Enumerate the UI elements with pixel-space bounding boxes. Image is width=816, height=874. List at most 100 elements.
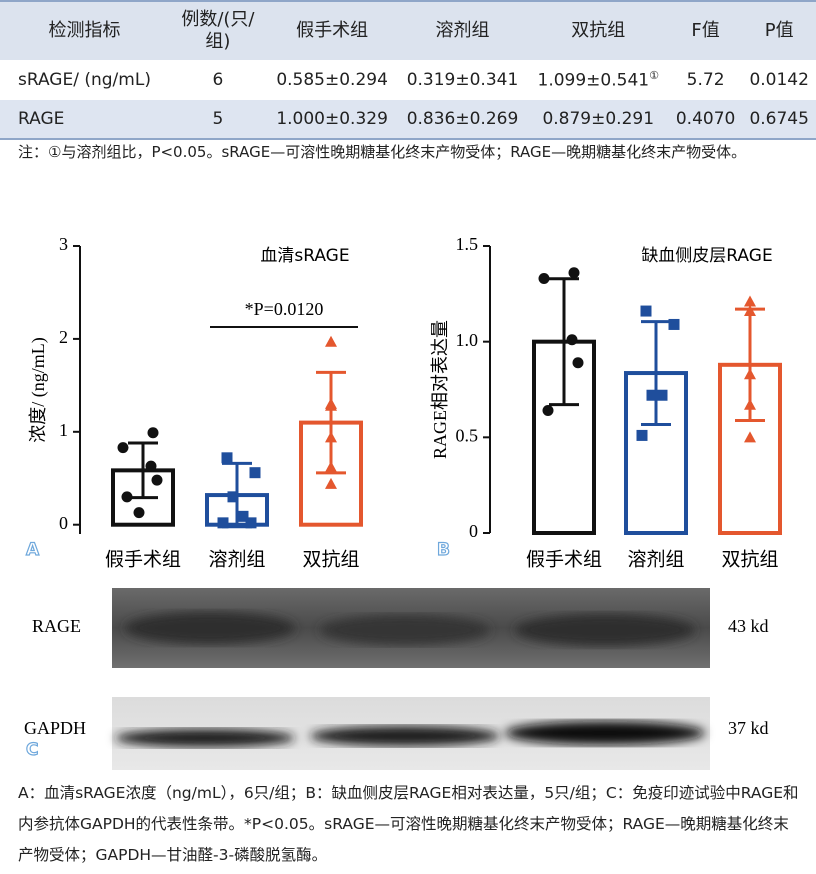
table-cell: 0.319±0.341 [397, 60, 528, 100]
western-blot: RAGE GAPDH 43 kd 37 kd C [24, 588, 769, 770]
blot-row-label: GAPDH [24, 718, 86, 738]
table-note: 注：①与溶剂组比，P<0.05。sRAGE—可溶性晚期糖基化终末产物受体；RAG… [18, 143, 747, 161]
y-tick-label: 1.0 [456, 330, 479, 350]
x-tick-label: 溶剂组 [208, 549, 265, 571]
table-cell: 0.0142 [742, 60, 816, 100]
blot-size-label: 43 kd [728, 616, 769, 636]
data-point [744, 431, 756, 443]
data-point [147, 427, 159, 439]
y-tick-label: 1 [59, 420, 68, 440]
header-cell: 溶剂组 [397, 0, 528, 60]
data-point [744, 295, 756, 307]
blot-band [505, 721, 705, 745]
data-point [572, 357, 584, 369]
header-cell: 检测指标 [0, 0, 169, 60]
error-bar [549, 277, 579, 407]
x-tick-label: 溶剂组 [627, 549, 684, 571]
y-tick-label: 1.5 [456, 234, 479, 254]
data-point [566, 334, 578, 346]
error-bar [641, 320, 671, 427]
data-point [538, 273, 550, 285]
table-cell: 5.72 [668, 60, 743, 100]
y-tick-label: 0 [59, 513, 68, 533]
table-cell: 6 [168, 60, 267, 100]
chart-title: 血清sRAGE [260, 246, 349, 266]
header-cell: 假手术组 [266, 0, 398, 60]
data-point [325, 335, 337, 347]
data-point [568, 267, 580, 279]
footnote-mark: ① [649, 69, 659, 83]
data-point [117, 442, 129, 454]
data-point [656, 389, 668, 401]
panel-label: B [437, 540, 450, 560]
table-cell: 0.836±0.269 [397, 100, 528, 140]
header-cell: P值 [742, 0, 816, 60]
y-tick-label: 3 [59, 234, 68, 254]
blot-band [310, 726, 500, 746]
chart-title: 缺血侧皮层RAGE [641, 246, 772, 266]
data-point [145, 460, 157, 472]
x-tick-label: 双抗组 [721, 549, 778, 571]
data-point [133, 507, 145, 519]
header-cell: F值 [668, 0, 743, 60]
x-tick-label: 假手术组 [105, 549, 181, 571]
data-point [744, 305, 756, 317]
y-axis-label: RAGE相对表达量 [430, 320, 450, 459]
table-row: RAGE 5 1.000±0.329 0.836±0.269 0.879±0.291 0.… [0, 100, 816, 140]
data-point [151, 474, 163, 486]
data-point [221, 452, 233, 464]
y-tick-label: 2 [59, 327, 68, 347]
blot-band [320, 615, 490, 645]
blot-row-label: RAGE [32, 616, 81, 636]
data-point [325, 431, 337, 443]
table-row: sRAGE/ (ng/mL) 6 0.585±0.294 0.319±0.341 1.0… [0, 60, 816, 100]
y-tick-label: 0.5 [456, 425, 479, 445]
data-point [249, 467, 261, 479]
data-point [237, 510, 249, 522]
y-tick-label: 0 [469, 521, 478, 541]
panel-label: C [26, 740, 38, 760]
blot-size-label: 37 kd [728, 718, 769, 738]
data-point [640, 305, 652, 317]
data-point [227, 491, 239, 503]
header-cell: 例数/(只/组) [168, 0, 267, 60]
table-cell: 0.6745 [742, 100, 816, 140]
data-point [542, 405, 554, 417]
x-tick-label: 假手术组 [526, 549, 602, 571]
data-point [325, 399, 337, 411]
data-point [325, 461, 337, 473]
error-bar [128, 441, 158, 500]
data-point [245, 517, 257, 529]
blot-band [125, 612, 295, 644]
table-cell: 0.879±0.291 [527, 100, 669, 140]
cell-text: 1.099±0.541 [537, 70, 650, 91]
table-cell: sRAGE/ (ng/mL) [0, 60, 169, 100]
x-tick-label: 双抗组 [302, 549, 359, 571]
figure-caption: A：血清sRAGE浓度（ng/mL），6只/组；B：缺血侧皮层RAGE相对表达量… [18, 784, 799, 864]
data-table: 检测指标 例数/(只/组) 假手术组 溶剂组 双抗组 F值 P值 sRAGE/ (ng/mL)… [0, 0, 816, 140]
table-cell: RAGE [0, 100, 169, 140]
error-bar [316, 370, 346, 475]
data-point [744, 368, 756, 380]
y-axis-label: 浓度/ (ng/mL) [28, 337, 49, 443]
header-cell: 双抗组 [527, 0, 669, 60]
table-cell: 0.585±0.294 [266, 60, 398, 100]
data-point [121, 491, 133, 503]
table-cell: 5 [168, 100, 267, 140]
blot-band [115, 729, 295, 747]
table-cell: 0.4070 [668, 100, 743, 140]
data-point [325, 477, 337, 489]
data-point [668, 318, 680, 330]
table-cell: 1.000±0.329 [266, 100, 398, 140]
panel-label: A [26, 540, 40, 560]
data-point [646, 389, 658, 401]
header-row: 检测指标 例数/(只/组) 假手术组 溶剂组 双抗组 F值 P值 [0, 0, 816, 60]
blot-band [515, 614, 695, 646]
data-point [636, 429, 648, 441]
data-point [217, 517, 229, 529]
significance-label: *P=0.0120 [245, 299, 324, 319]
table-cell: 1.099±0.541① [527, 60, 669, 100]
data-point [744, 398, 756, 410]
